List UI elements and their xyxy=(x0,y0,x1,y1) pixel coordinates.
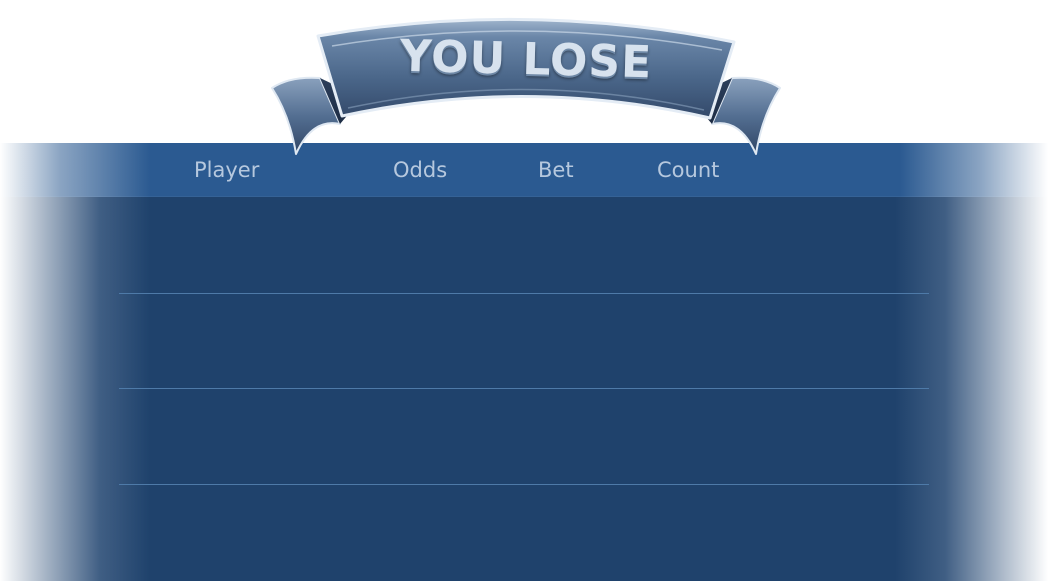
table-header-band xyxy=(0,143,1048,197)
table-row xyxy=(119,197,929,293)
column-header-bet: Bet xyxy=(538,158,574,182)
table-row xyxy=(119,294,929,390)
table-row xyxy=(119,389,929,485)
column-header-count: Count xyxy=(657,158,720,182)
row-divider xyxy=(119,293,929,294)
table-row xyxy=(119,485,929,581)
ribbon-banner-icon xyxy=(271,17,781,155)
row-divider xyxy=(119,388,929,389)
results-table-panel xyxy=(0,197,1048,581)
column-header-odds: Odds xyxy=(393,158,448,182)
result-banner: YOU LOSE xyxy=(262,6,790,162)
column-header-player: Player xyxy=(194,158,260,182)
row-divider xyxy=(119,484,929,485)
